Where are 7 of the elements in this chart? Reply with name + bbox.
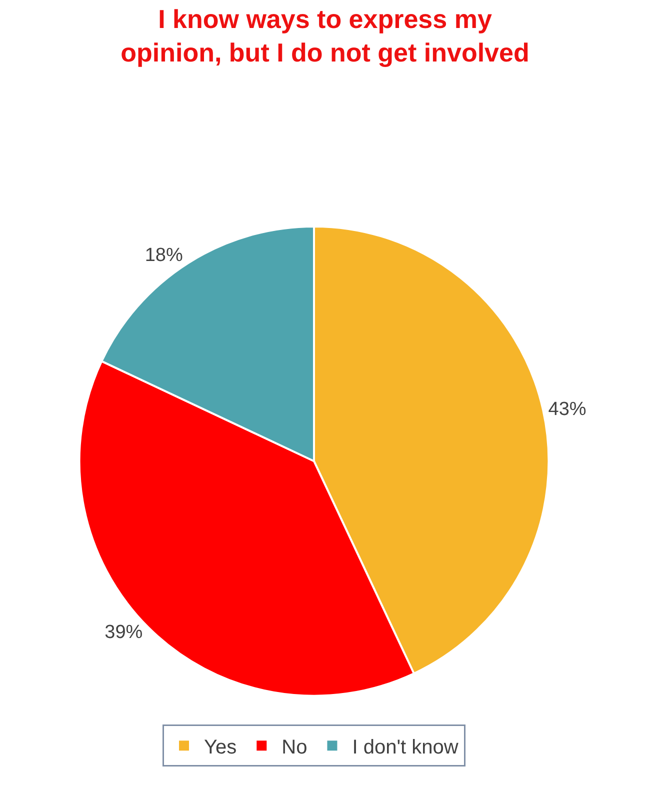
chart-title: I know ways to express my opinion, but I do not get involved bbox=[120, 4, 530, 68]
data-label: 39% bbox=[104, 622, 143, 643]
legend-label: Yes bbox=[204, 736, 237, 758]
data-label: 43% bbox=[548, 398, 586, 420]
legend-label: I don't know bbox=[352, 736, 459, 758]
legend-label: No bbox=[282, 736, 308, 758]
data-label: 18% bbox=[144, 245, 183, 266]
